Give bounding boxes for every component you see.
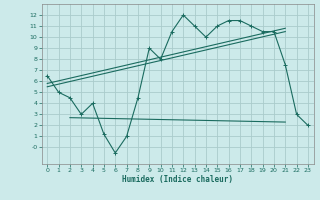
X-axis label: Humidex (Indice chaleur): Humidex (Indice chaleur) (122, 175, 233, 184)
